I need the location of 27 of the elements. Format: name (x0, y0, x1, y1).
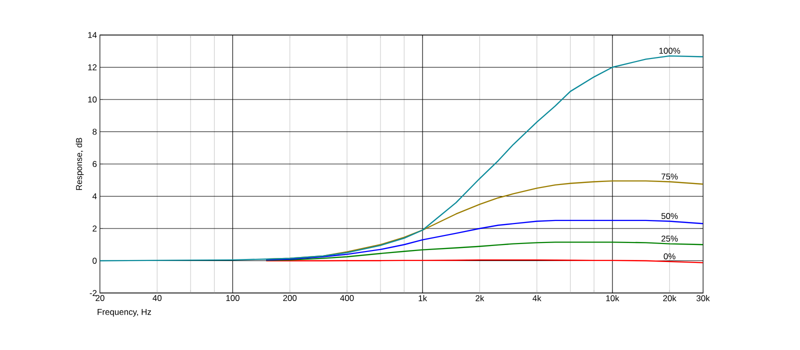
x-tick-label: 400 (340, 295, 354, 302)
series-label: 100% (659, 48, 680, 54)
x-tick-label: 4k (532, 295, 542, 302)
x-tick-label: 1k (418, 295, 428, 302)
x-tick-label: 40 (152, 295, 162, 302)
series-label: 50% (661, 213, 678, 220)
y-axis-title: Response, dB (76, 138, 84, 190)
x-tick-label: 2k (476, 295, 484, 302)
series-label: 0% (664, 253, 676, 260)
y-tick-label: 8 (92, 128, 97, 135)
y-tick-label: 10 (88, 96, 97, 102)
y-tick-label: 4 (92, 193, 97, 200)
x-tick-label: 100 (226, 295, 240, 302)
y-tick-label: 0 (92, 258, 97, 264)
x-tick-label: 200 (283, 295, 297, 302)
y-tick-label: 14 (88, 32, 97, 38)
x-tick-label: 10k (606, 295, 620, 302)
x-tick-label: 20 (96, 295, 104, 302)
y-tick-label: -2 (90, 290, 97, 296)
series-label: 25% (662, 236, 678, 242)
x-axis-title: Frequency, Hz (98, 309, 152, 317)
x-tick-label: 30k (696, 295, 710, 302)
series-label: 75% (662, 174, 678, 180)
y-tick-label: 6 (92, 161, 97, 167)
y-tick-label: 12 (88, 64, 97, 70)
x-tick-label: 20k (663, 295, 676, 302)
y-tick-label: 2 (92, 226, 97, 232)
